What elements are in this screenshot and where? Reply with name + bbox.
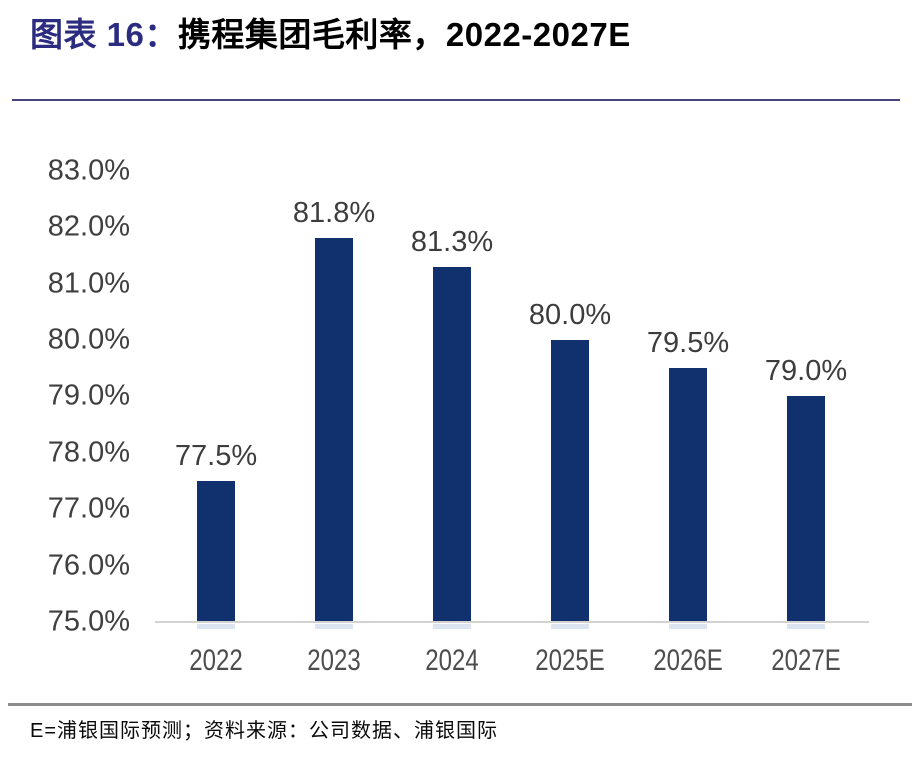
x-axis-label-2023: 2023	[307, 644, 361, 677]
data-label-2023: 81.8%	[292, 197, 376, 230]
data-label-2026E: 79.5%	[646, 327, 730, 360]
y-axis-tick-label: 82.0%	[47, 210, 130, 243]
data-label-2024: 81.3%	[410, 225, 494, 258]
y-axis-tick-label: 75.0%	[47, 605, 130, 638]
x-axis-line	[155, 621, 869, 623]
bar-2027E	[787, 396, 825, 622]
bar-2022	[197, 481, 235, 622]
footer-divider	[8, 703, 912, 706]
data-label-2022: 77.5%	[174, 440, 258, 472]
bar-2026E	[669, 368, 707, 622]
bar-shadow-2023	[315, 624, 353, 629]
x-axis-label-2026E: 2026E	[653, 644, 723, 677]
data-label-2025E: 80.0%	[528, 299, 612, 331]
y-axis-tick-label: 79.0%	[47, 379, 130, 412]
bar-shadow-2022	[197, 624, 235, 629]
x-axis-label-2022: 2022	[189, 644, 243, 677]
bar-shadow-2027E	[787, 624, 825, 629]
y-axis-tick-label: 83.0%	[47, 154, 130, 187]
y-axis-tick-label: 76.0%	[47, 549, 130, 582]
y-axis-tick-label: 77.0%	[47, 492, 130, 525]
x-axis-label-2027E: 2027E	[771, 644, 841, 677]
y-axis-tick-label: 81.0%	[47, 267, 130, 300]
x-axis-label-2025E: 2025E	[535, 644, 605, 677]
gross-margin-bar-chart: 75.0% 76.0% 77.0% 78.0% 79.0% 80.0% 81.0% 82.0%…	[0, 140, 912, 700]
bar-2025E	[551, 340, 589, 622]
figure-number-label: 图表 16：	[30, 16, 178, 53]
bar-shadow-2026E	[669, 624, 707, 629]
x-axis-label-2024: 2024	[425, 644, 479, 677]
bar-2024	[433, 266, 471, 622]
figure-title: 图表 16：携程集团毛利率，2022-2027E	[30, 14, 631, 56]
y-axis-tick-label: 78.0%	[47, 436, 130, 469]
title-divider	[12, 99, 900, 101]
y-axis-tick-label: 80.0%	[47, 323, 130, 356]
figure-name: 携程集团毛利率，2022-2027E	[177, 16, 631, 53]
bar-2023	[315, 238, 353, 622]
bar-shadow-2025E	[551, 624, 589, 629]
bar-shadow-2024	[433, 624, 471, 629]
source-note: E=浦银国际预测；资料来源：公司数据、浦银国际	[30, 720, 499, 742]
data-label-2027E: 79.0%	[764, 355, 848, 388]
